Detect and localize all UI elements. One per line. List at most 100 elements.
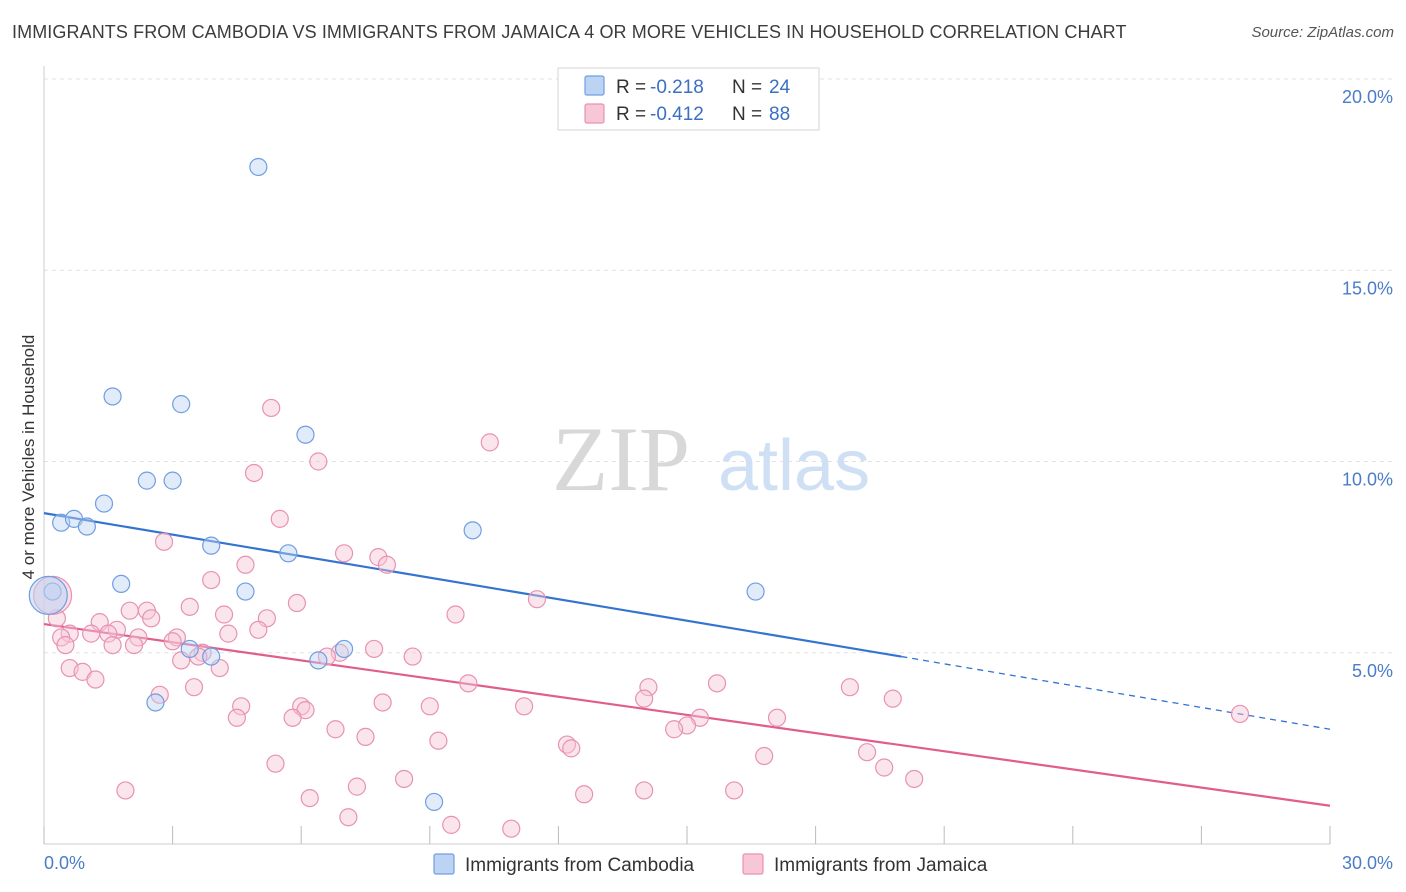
point-immigrants-from-cambodia <box>77 517 96 536</box>
point-immigrants-from-jamaica <box>249 620 268 639</box>
trend-line-immigrants-from-cambodia <box>43 512 902 658</box>
point-immigrants-from-jamaica <box>103 635 122 655</box>
y-tick-label: 5.0% <box>1352 661 1393 681</box>
point-immigrants-from-jamaica <box>755 746 774 766</box>
y-tick-label: 20.0% <box>1342 87 1393 107</box>
point-immigrants-from-jamaica <box>227 708 246 727</box>
series-legend-label-cambodia: Immigrants from Cambodia <box>465 855 695 876</box>
point-immigrants-from-jamaica <box>665 720 684 739</box>
point-immigrants-from-jamaica <box>180 597 199 616</box>
point-immigrants-from-jamaica <box>502 819 521 838</box>
trend-line-immigrants-from-jamaica <box>43 622 1331 807</box>
point-immigrants-from-cambodia <box>309 651 328 670</box>
point-immigrants-from-jamaica <box>300 788 319 808</box>
series-legend-label-jamaica: Immigrants from Jamaica <box>774 855 988 876</box>
scatter-points <box>28 157 1250 838</box>
point-immigrants-from-cambodia <box>424 792 444 812</box>
series-legend: Immigrants from Cambodia Immigrants from… <box>433 853 988 876</box>
point-immigrants-from-jamaica <box>767 708 787 727</box>
point-immigrants-from-jamaica <box>883 689 902 708</box>
point-immigrants-from-jamaica <box>56 635 75 655</box>
point-immigrants-from-cambodia <box>112 574 131 594</box>
point-immigrants-from-jamaica <box>124 635 144 655</box>
point-immigrants-from-cambodia <box>172 395 191 414</box>
axes: 5.0% 10.0% 15.0% 20.0% 0.0% 30.0% <box>43 66 1393 873</box>
point-immigrants-from-cambodia <box>94 494 114 513</box>
point-immigrants-from-jamaica <box>236 555 255 574</box>
point-immigrants-from-cambodia <box>28 575 68 615</box>
point-immigrants-from-jamaica <box>857 743 877 762</box>
point-immigrants-from-jamaica <box>82 624 101 643</box>
point-immigrants-from-jamaica <box>214 605 234 624</box>
point-immigrants-from-jamaica <box>575 785 594 804</box>
point-immigrants-from-jamaica <box>262 398 281 418</box>
x-tick-label-min: 0.0% <box>44 853 85 873</box>
point-immigrants-from-jamaica <box>377 555 397 574</box>
point-immigrants-from-cambodia <box>249 157 268 177</box>
y-axis-label: 4 or more Vehicles in Household <box>19 335 38 580</box>
y-tick-label: 15.0% <box>1342 278 1393 298</box>
point-immigrants-from-jamaica <box>840 678 859 697</box>
point-immigrants-from-jamaica <box>184 678 204 697</box>
point-immigrants-from-jamaica <box>515 697 534 716</box>
y-tick-label: 10.0% <box>1342 470 1393 490</box>
point-immigrants-from-jamaica <box>244 463 264 483</box>
point-immigrants-from-jamaica <box>635 781 654 800</box>
point-immigrants-from-jamaica <box>287 593 307 613</box>
point-immigrants-from-jamaica <box>905 769 924 789</box>
point-immigrants-from-jamaica <box>266 754 285 773</box>
point-immigrants-from-jamaica <box>707 674 727 693</box>
legend-r-label-cambodia: R = <box>616 77 646 98</box>
x-tick-label-max: 30.0% <box>1342 853 1393 873</box>
point-immigrants-from-jamaica <box>270 509 289 528</box>
point-immigrants-from-cambodia <box>296 425 315 444</box>
point-immigrants-from-jamaica <box>562 739 581 758</box>
point-immigrants-from-jamaica <box>635 689 654 708</box>
point-immigrants-from-jamaica <box>86 670 105 689</box>
point-immigrants-from-jamaica <box>163 632 182 651</box>
legend-n-value-cambodia: 24 <box>769 77 791 98</box>
point-immigrants-from-jamaica <box>326 720 345 739</box>
watermark-zip: ZIP <box>552 408 690 510</box>
point-immigrants-from-cambodia <box>236 582 255 601</box>
point-immigrants-from-jamaica <box>356 727 375 747</box>
point-immigrants-from-jamaica <box>403 647 422 666</box>
point-immigrants-from-jamaica <box>725 781 744 800</box>
series-legend-swatch-jamaica <box>742 853 764 875</box>
point-immigrants-from-jamaica <box>442 815 461 834</box>
point-immigrants-from-jamaica <box>154 532 174 551</box>
point-immigrants-from-jamaica <box>639 678 658 697</box>
point-immigrants-from-jamaica <box>202 570 221 590</box>
point-immigrants-from-jamaica <box>339 808 358 827</box>
point-immigrants-from-jamaica <box>283 708 302 727</box>
point-immigrants-from-jamaica <box>420 697 439 716</box>
legend-swatch-cambodia <box>584 75 605 96</box>
point-immigrants-from-jamaica <box>1230 704 1250 724</box>
point-immigrants-from-cambodia <box>463 521 482 540</box>
point-immigrants-from-cambodia <box>746 582 765 601</box>
chart-source: Source: ZipAtlas.com <box>1251 24 1394 41</box>
point-immigrants-from-jamaica <box>219 624 238 643</box>
point-immigrants-from-jamaica <box>364 639 384 659</box>
point-immigrants-from-cambodia <box>334 639 354 659</box>
legend-n-label-cambodia: N = <box>732 77 762 98</box>
legend-n-value-jamaica: 88 <box>769 104 790 125</box>
legend-swatch-jamaica <box>584 103 605 124</box>
point-immigrants-from-cambodia <box>202 647 221 666</box>
point-immigrants-from-jamaica <box>334 544 354 563</box>
point-immigrants-from-jamaica <box>429 731 448 750</box>
legend-r-value-jamaica: -0.412 <box>650 104 704 125</box>
point-immigrants-from-jamaica <box>317 647 337 666</box>
point-immigrants-from-cambodia <box>163 471 182 490</box>
point-immigrants-from-jamaica <box>527 590 547 609</box>
point-immigrants-from-cambodia <box>180 639 199 659</box>
point-immigrants-from-jamaica <box>60 624 79 643</box>
point-immigrants-from-jamaica <box>120 601 139 620</box>
point-immigrants-from-cambodia <box>137 471 156 490</box>
legend-n-label-jamaica: N = <box>732 104 762 125</box>
legend-r-label-jamaica: R = <box>616 104 646 125</box>
point-immigrants-from-cambodia <box>146 693 165 712</box>
point-immigrants-from-jamaica <box>459 674 478 693</box>
point-immigrants-from-jamaica <box>142 609 161 628</box>
